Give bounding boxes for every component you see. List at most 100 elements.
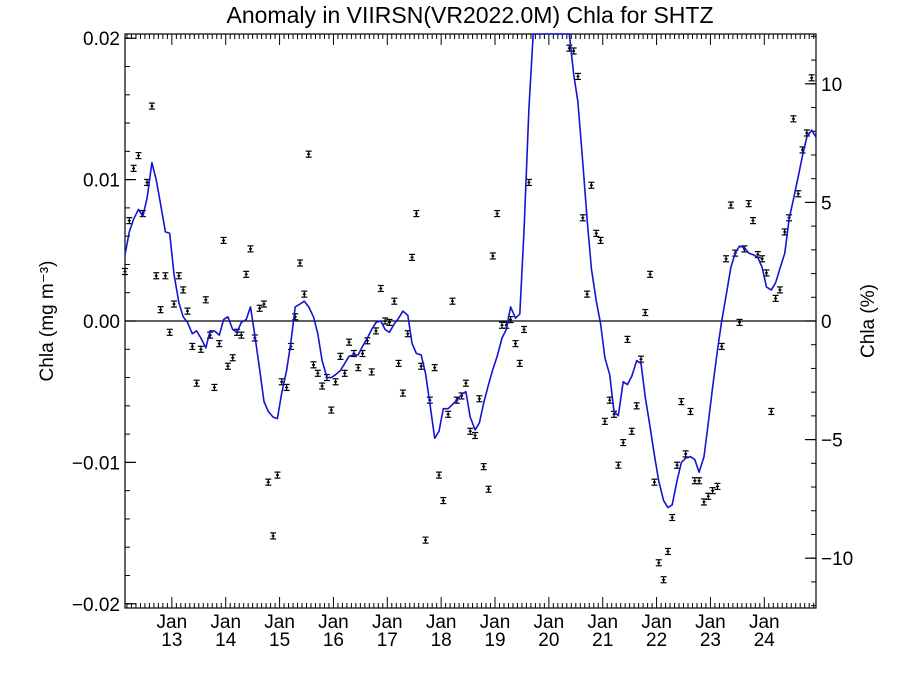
- x-tick-year-label: 17: [377, 630, 398, 651]
- data-point: [238, 331, 245, 339]
- data-point: [601, 417, 608, 425]
- data-point: [440, 496, 447, 505]
- data-point: [620, 438, 627, 447]
- data-point: [660, 576, 667, 584]
- data-point: [642, 308, 649, 317]
- data-point: [229, 354, 236, 362]
- data-point: [647, 270, 654, 278]
- data-point: [270, 532, 277, 540]
- data-point: [310, 361, 317, 369]
- left-tick-label: 0.02: [83, 29, 120, 50]
- x-tick-year-label: 21: [592, 630, 613, 651]
- right-tick-label: −10: [821, 549, 853, 570]
- x-tick-year-label: 15: [269, 630, 290, 651]
- data-point: [391, 297, 398, 305]
- data-point: [772, 294, 779, 302]
- x-tick-month-label: Jan: [480, 612, 511, 633]
- data-point: [193, 379, 200, 387]
- data-point: [180, 286, 187, 294]
- data-point: [445, 410, 452, 418]
- data-point: [224, 362, 231, 370]
- data-point: [449, 297, 456, 305]
- data-point: [741, 245, 748, 253]
- data-point: [494, 209, 501, 218]
- right-tick-label: 10: [821, 75, 842, 96]
- x-tick-month-label: Jan: [534, 612, 565, 633]
- data-point: [332, 378, 339, 386]
- data-point: [588, 181, 595, 189]
- data-point: [628, 427, 635, 435]
- data-point: [512, 340, 519, 348]
- data-point: [691, 477, 698, 485]
- data-point: [346, 338, 353, 346]
- data-point: [499, 321, 506, 329]
- data-point: [435, 471, 442, 479]
- data-point: [314, 369, 321, 377]
- data-point: [516, 359, 523, 368]
- data-point: [723, 255, 730, 263]
- chart-title: Anomaly in VIIRSN(VR2022.0M) Chla for SH…: [227, 2, 714, 28]
- data-point: [377, 284, 384, 293]
- data-point: [467, 427, 474, 435]
- left-tick-label: 0.00: [83, 312, 120, 333]
- data-point: [593, 229, 600, 237]
- left-tick-label: −0.01: [72, 453, 120, 474]
- data-point: [696, 477, 703, 485]
- smoothed-line: [124, 33, 817, 509]
- data-point: [395, 359, 402, 368]
- data-point: [790, 115, 797, 123]
- data-point: [256, 304, 263, 312]
- data-point: [126, 217, 133, 225]
- data-point: [189, 342, 196, 351]
- data-point: [130, 164, 137, 172]
- left-y-axis-label: Chla (mg m⁻³): [37, 261, 58, 382]
- data-point: [664, 547, 671, 556]
- data-points: [122, 44, 815, 584]
- right-y-axis: −10 −5 0 5 10: [805, 35, 853, 607]
- x-tick-year-label: 23: [700, 630, 721, 651]
- data-point: [166, 328, 173, 336]
- data-point: [624, 335, 631, 343]
- data-point: [197, 345, 204, 353]
- data-point: [184, 307, 191, 315]
- data-point: [687, 407, 694, 416]
- data-point: [265, 478, 272, 486]
- data-point: [709, 487, 716, 495]
- x-tick-month-label: Jan: [318, 612, 349, 633]
- data-point: [216, 340, 223, 348]
- x-tick-month-label: Jan: [749, 612, 780, 633]
- data-point: [283, 383, 290, 392]
- data-point: [301, 290, 308, 298]
- data-point: [718, 342, 725, 351]
- data-point: [409, 253, 416, 261]
- data-point: [678, 397, 685, 406]
- x-tick-year-label: 19: [484, 630, 505, 651]
- data-point: [171, 300, 178, 308]
- x-tick-year-label: 20: [538, 630, 559, 651]
- data-point: [633, 402, 640, 410]
- data-point: [274, 471, 281, 479]
- data-point: [521, 325, 528, 334]
- data-point: [700, 498, 707, 506]
- data-point: [763, 269, 770, 277]
- data-point: [736, 318, 743, 327]
- data-point: [655, 559, 662, 567]
- data-point: [202, 296, 209, 304]
- data-point: [175, 272, 182, 280]
- x-tick-year-label: 18: [431, 630, 452, 651]
- data-point: [260, 300, 267, 308]
- data-point: [485, 485, 492, 493]
- data-point: [368, 368, 375, 376]
- data-point: [637, 355, 644, 363]
- data-point: [211, 383, 218, 392]
- data-point: [135, 151, 142, 160]
- data-point: [674, 461, 681, 469]
- x-tick-year-label: 22: [646, 630, 667, 651]
- data-point: [476, 395, 483, 403]
- data-point: [525, 178, 532, 187]
- right-y-axis-label: Chla (%): [858, 284, 879, 358]
- x-tick-month-label: Jan: [695, 612, 726, 633]
- data-point: [319, 382, 326, 390]
- right-tick-label: 0: [821, 312, 832, 333]
